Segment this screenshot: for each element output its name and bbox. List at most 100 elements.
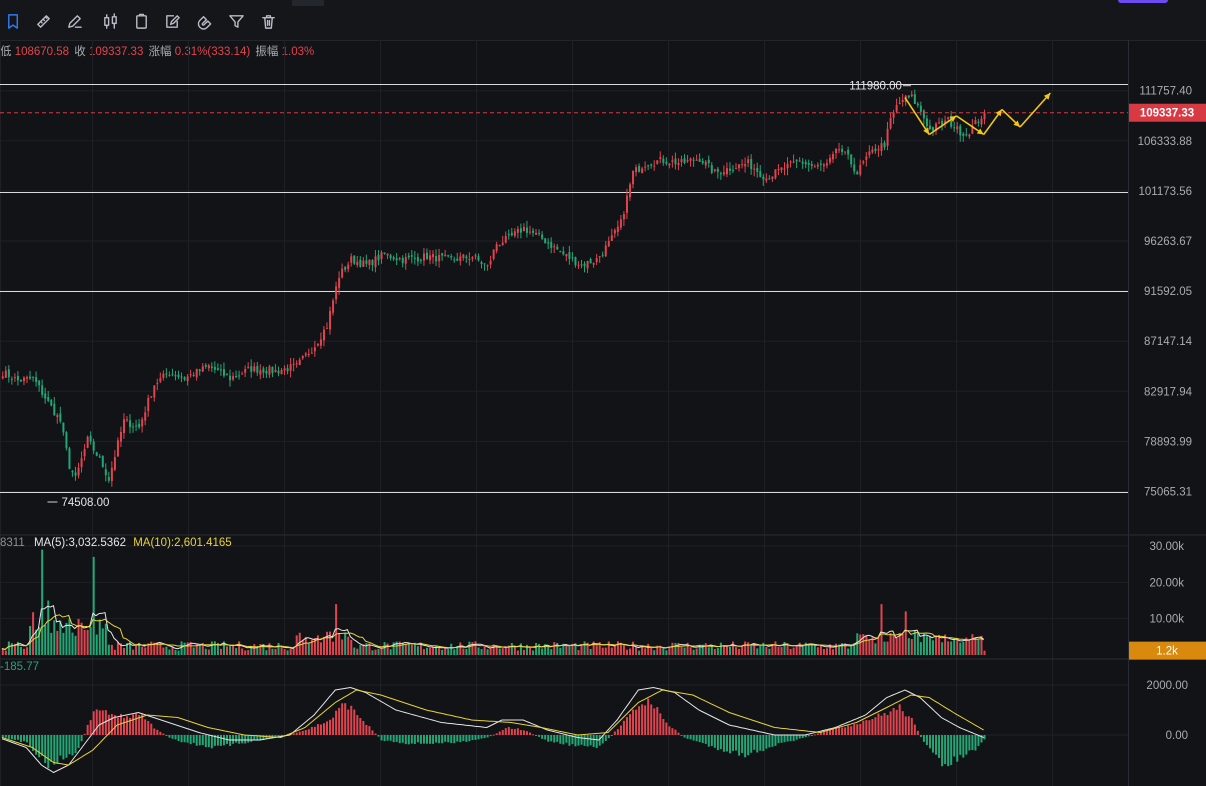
candle (35, 377, 38, 382)
volume-bar (692, 649, 695, 655)
macd-bar (392, 735, 395, 743)
volume-bar (80, 622, 83, 655)
macd-bar (386, 735, 389, 741)
macd-bar (307, 729, 310, 735)
volume-bar (389, 649, 392, 655)
macd-bar (825, 730, 828, 735)
candle (404, 257, 407, 264)
candle (980, 118, 983, 125)
volume-bar (898, 632, 901, 655)
volume-bar (671, 642, 674, 655)
macd-bar (553, 735, 556, 743)
macd-bar (365, 724, 368, 735)
candle (547, 242, 550, 244)
volume-bar (513, 646, 516, 655)
macd-bar (974, 735, 977, 751)
macd-bar (153, 728, 156, 735)
candle (644, 166, 647, 168)
candle (525, 227, 528, 233)
macd-bar (716, 735, 719, 751)
forecast-arrow-segment (904, 97, 930, 135)
volume-bar (607, 641, 610, 655)
candle (677, 163, 680, 165)
candle (953, 127, 956, 129)
candle (204, 365, 207, 367)
macd-bar (483, 735, 486, 739)
macd-bar (792, 735, 795, 742)
volume-bar (471, 642, 474, 655)
volume-bar (562, 643, 565, 655)
volume-bar (722, 645, 725, 655)
macd-bar (129, 717, 132, 735)
candle (938, 122, 941, 124)
volume-bar (253, 644, 256, 655)
macd-bar (789, 735, 792, 742)
volume-bar (713, 648, 716, 655)
candle (616, 226, 619, 232)
volume-bar (495, 646, 498, 655)
macd-bar (971, 735, 974, 750)
candle (507, 234, 510, 236)
macd-bar (274, 735, 277, 738)
volume-bar (916, 631, 919, 655)
volume-bar (401, 642, 404, 655)
candle (880, 143, 883, 151)
clipboard-icon[interactable] (131, 11, 151, 31)
macd-bar (465, 735, 468, 742)
candle (853, 164, 856, 172)
volume-bar (95, 634, 98, 655)
candle (698, 159, 701, 162)
pen-icon[interactable] (64, 11, 84, 31)
macd-bar (719, 735, 722, 750)
candle (368, 259, 371, 266)
close-label: 收 (74, 46, 86, 58)
volume-tick-label-2: 10.00k (1149, 614, 1184, 626)
candle (719, 173, 722, 175)
volume-bar (629, 648, 632, 655)
note-edit-icon[interactable] (162, 11, 182, 31)
macd-bar (819, 732, 822, 735)
bookmark-icon[interactable] (3, 11, 23, 31)
candle (95, 452, 98, 456)
ruler-icon[interactable] (33, 11, 53, 31)
candle (519, 228, 522, 233)
price-chart[interactable]: 109337.33 111757.40 106333.88 101173.56 9626… (0, 40, 1206, 786)
volume-bar (132, 649, 135, 655)
volume-bar (374, 649, 377, 655)
candle (407, 255, 410, 258)
candle (683, 158, 686, 163)
volume-bar (183, 642, 186, 655)
volume-bar (422, 649, 425, 655)
macd-bar (498, 731, 501, 735)
macd-bar (353, 709, 356, 735)
account-pill[interactable] (1118, 0, 1168, 3)
macd-bar (822, 731, 825, 735)
volume-bar (832, 649, 835, 655)
candle (338, 277, 341, 288)
volume-bar (577, 650, 580, 655)
candle (377, 254, 380, 261)
filter-icon[interactable] (226, 11, 246, 31)
toolbar-tab[interactable] (292, 0, 324, 6)
macd-bar (747, 735, 750, 756)
macd-bar (710, 735, 713, 747)
volume-bar (344, 633, 347, 655)
candle (344, 267, 347, 270)
volume-bar (559, 647, 562, 655)
macd-bar (741, 735, 744, 753)
candle (4, 370, 7, 378)
volume-bar (665, 650, 668, 655)
candle (910, 94, 913, 97)
macd-bar (204, 735, 207, 748)
price-tick-label-5: 87147.14 (1144, 336, 1193, 348)
candle (753, 168, 756, 170)
candle (838, 149, 841, 151)
candles-icon[interactable] (100, 11, 120, 31)
volume-bar (447, 648, 450, 655)
volume-bar (698, 644, 701, 655)
trash-icon[interactable] (258, 11, 278, 31)
magnet-icon[interactable] (194, 11, 214, 31)
macd-bar (407, 735, 410, 745)
volume-bar (468, 641, 471, 655)
candle (286, 368, 289, 372)
